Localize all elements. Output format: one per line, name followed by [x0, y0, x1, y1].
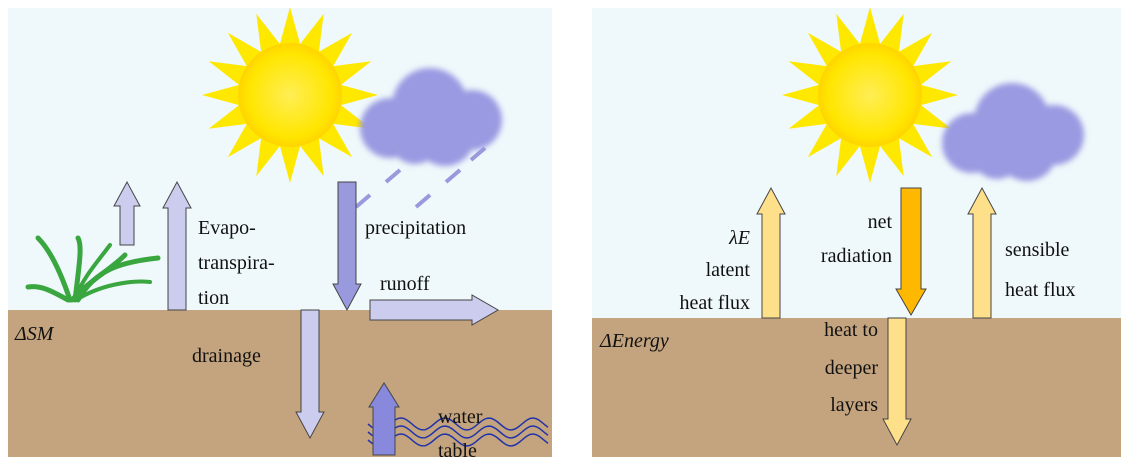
grass	[74, 279, 152, 302]
rain	[444, 168, 462, 184]
sun	[238, 43, 342, 147]
arrow	[882, 317, 912, 447]
rain	[384, 168, 402, 184]
storage-label: ΔSM	[14, 323, 55, 345]
ground	[8, 310, 552, 457]
arrow	[369, 294, 500, 326]
grass	[35, 235, 73, 303]
cloud-part	[971, 127, 1023, 179]
label: Evapo-	[198, 217, 256, 239]
ground	[592, 318, 1121, 457]
arrow	[368, 382, 400, 456]
label: λE	[728, 227, 750, 249]
label: radiation	[821, 245, 892, 267]
label: heat flux	[1005, 279, 1076, 301]
label: drainage	[192, 345, 261, 367]
cloud-part	[389, 112, 441, 164]
sun	[818, 43, 922, 147]
label: water	[438, 406, 483, 428]
label: heat to	[824, 319, 878, 341]
label: net	[868, 211, 893, 233]
arrow	[162, 180, 192, 311]
rain	[414, 193, 432, 209]
water-wave	[367, 433, 549, 447]
grass	[25, 284, 71, 303]
arrow	[967, 186, 997, 319]
rain	[354, 193, 372, 209]
label: deeper	[825, 357, 879, 379]
label: layers	[830, 394, 878, 416]
arrow	[756, 186, 786, 319]
label: tion	[198, 287, 229, 309]
label: precipitation	[365, 217, 466, 239]
rain	[469, 146, 487, 162]
water-wave	[367, 417, 549, 431]
arrow	[332, 181, 362, 312]
label: runoff	[380, 273, 430, 295]
grass	[72, 243, 112, 302]
label: transpira-	[198, 252, 275, 274]
rain	[389, 138, 407, 154]
arrow	[295, 309, 325, 440]
label: latent	[706, 259, 751, 281]
storage-label: ΔEnergy	[599, 330, 669, 352]
label: table	[438, 440, 477, 462]
label: heat flux	[679, 292, 750, 314]
arrow	[113, 180, 141, 246]
label: sensible	[1005, 239, 1070, 261]
arrow	[895, 187, 927, 317]
cloud	[942, 83, 1084, 181]
cloud	[360, 68, 502, 166]
water-wave	[367, 425, 549, 439]
